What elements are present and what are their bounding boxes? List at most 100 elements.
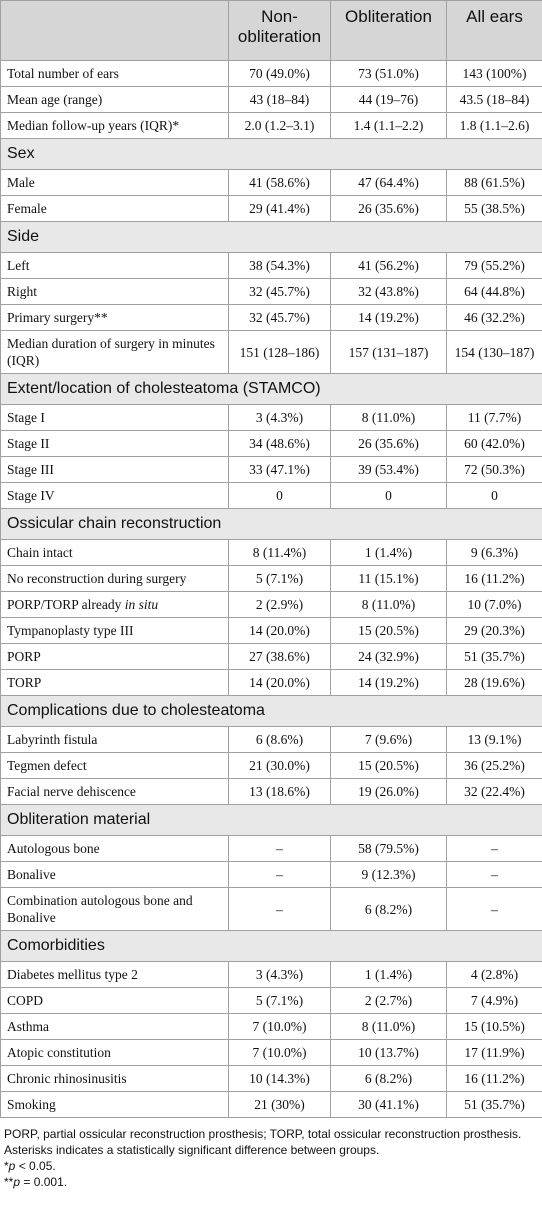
section-title: Obliteration material [0,804,542,836]
cell-value: 33 (47.1%) [228,456,331,483]
cell-value: 8 (11.0%) [330,591,447,618]
row-label: Stage III [0,456,229,483]
cell-value: 21 (30%) [228,1091,331,1118]
cell-value: 8 (11.0%) [330,1013,447,1040]
row-label: Median follow-up years (IQR)* [0,112,229,139]
cell-value: 14 (19.2%) [330,304,447,331]
cell-value: 10 (7.0%) [446,591,542,618]
row-label: Stage II [0,430,229,457]
data-row: TORP 14 (20.0%) 14 (19.2%) 28 (19.6%) [0,669,542,696]
row-label: Smoking [0,1091,229,1118]
data-row: Stage II 34 (48.6%) 26 (35.6%) 60 (42.0%) [0,430,542,457]
row-label: Mean age (range) [0,86,229,113]
cell-value: 4 (2.8%) [446,961,542,988]
cell-value: 47 (64.4%) [330,169,447,196]
cell-value: 143 (100%) [446,60,542,87]
cell-value: 13 (18.6%) [228,778,331,805]
footnote-part: * [4,1159,9,1173]
row-label: Diabetes mellitus type 2 [0,961,229,988]
cell-value: 3 (4.3%) [228,404,331,431]
footnote-part: PORP, partial ossicular reconstruction p… [4,1127,522,1157]
cell-value: – [228,835,331,862]
cell-value: 15 (10.5%) [446,1013,542,1040]
cell-value: 2.0 (1.2–3.1) [228,112,331,139]
row-label: Bonalive [0,861,229,888]
data-row: Stage III 33 (47.1%) 39 (53.4%) 72 (50.3%) [0,456,542,483]
section-title: Complications due to cholesteatoma [0,695,542,727]
row-label: Autologous bone [0,835,229,862]
cell-value: 28 (19.6%) [446,669,542,696]
data-row: PORP 27 (38.6%) 24 (32.9%) 51 (35.7%) [0,643,542,670]
section-title: Extent/location of cholesteatoma (STAMCO… [0,373,542,405]
column-header: Obliteration [330,0,447,61]
cell-value: 36 (25.2%) [446,752,542,779]
cell-value: 15 (20.5%) [330,752,447,779]
cell-value: 154 (130–187) [446,330,542,374]
data-row: Tympanoplasty type III 14 (20.0%) 15 (20.5… [0,617,542,644]
cell-value: 30 (41.1%) [330,1091,447,1118]
data-row: Total number of ears 70 (49.0%) 73 (51.0%)… [0,60,542,87]
cell-value: 9 (12.3%) [330,861,447,888]
cell-value: 64 (44.8%) [446,278,542,305]
cell-value: 1 (1.4%) [330,539,447,566]
cell-value: 32 (45.7%) [228,278,331,305]
section-title: Side [0,221,542,253]
cell-value: 8 (11.4%) [228,539,331,566]
cell-value: 13 (9.1%) [446,726,542,753]
footnote: **p = 0.001. [4,1174,538,1190]
cell-value: 27 (38.6%) [228,643,331,670]
data-row: PORP/TORP already in situ 2 (2.9%) 8 (11.0%… [0,591,542,618]
data-row: Facial nerve dehiscence 13 (18.6%) 19 (26.… [0,778,542,805]
column-header: Non-obliteration [228,0,331,61]
section-title: Sex [0,138,542,170]
cell-value: 0 [446,482,542,509]
footnote-part: ** [4,1175,14,1189]
row-label: Chronic rhinosinusitis [0,1065,229,1092]
cell-value: 32 (43.8%) [330,278,447,305]
label-part: PORP/TORP already [7,597,122,612]
row-label: Median duration of surgery in minutes (I… [0,330,229,374]
cell-value: 60 (42.0%) [446,430,542,457]
cell-value: – [446,887,542,931]
row-label: PORP [0,643,229,670]
cell-value: 43.5 (18–84) [446,86,542,113]
data-row: Asthma 7 (10.0%) 8 (11.0%) 15 (10.5%) [0,1013,542,1040]
section-row: Side [0,221,542,253]
data-row: Smoking 21 (30%) 30 (41.1%) 51 (35.7%) [0,1091,542,1118]
cell-value: 29 (20.3%) [446,617,542,644]
cell-value: 157 (131–187) [330,330,447,374]
label-part: in situ [124,597,159,612]
row-label: Female [0,195,229,222]
cell-value: 26 (35.6%) [330,430,447,457]
cell-value: 6 (8.2%) [330,1065,447,1092]
cell-value: 17 (11.9%) [446,1039,542,1066]
cell-value: 0 [330,482,447,509]
cell-value: 2 (2.9%) [228,591,331,618]
section-row: Ossicular chain reconstruction [0,508,542,540]
cell-value: 9 (6.3%) [446,539,542,566]
column-header [0,0,229,61]
data-row: Bonalive –9 (12.3%) – [0,861,542,888]
row-label: Facial nerve dehiscence [0,778,229,805]
cell-value: 39 (53.4%) [330,456,447,483]
cell-value: 0 [228,482,331,509]
cell-value: 73 (51.0%) [330,60,447,87]
cell-value: 1.4 (1.1–2.2) [330,112,447,139]
cell-value: 32 (22.4%) [446,778,542,805]
cell-value: 5 (7.1%) [228,987,331,1014]
cell-value: 14 (20.0%) [228,669,331,696]
row-label: Male [0,169,229,196]
cell-value: 19 (26.0%) [330,778,447,805]
cell-value: 46 (32.2%) [446,304,542,331]
footnote-part: = 0.001. [20,1175,68,1189]
cell-value: 1 (1.4%) [330,961,447,988]
footnotes: PORP, partial ossicular reconstruction p… [0,1118,542,1190]
cell-value: 43 (18–84) [228,86,331,113]
row-label: TORP [0,669,229,696]
row-label: Labyrinth fistula [0,726,229,753]
data-table: Non-obliteration Obliteration All ears Tot… [0,0,542,1118]
cell-value: 14 (20.0%) [228,617,331,644]
cell-value: 41 (58.6%) [228,169,331,196]
cell-value: – [446,835,542,862]
data-row: No reconstruction during surgery 5 (7.1%)… [0,565,542,592]
